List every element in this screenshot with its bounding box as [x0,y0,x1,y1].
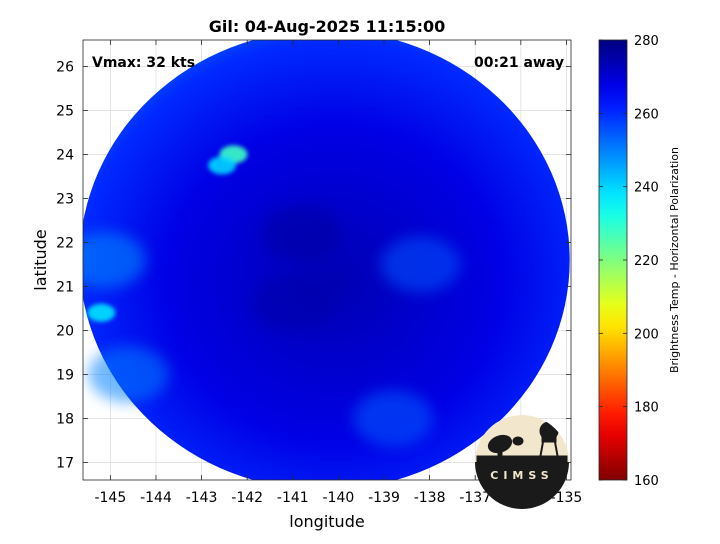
y-tick-label: 24 [56,147,74,163]
y-tick-label: 22 [56,235,74,251]
vmax-annotation: Vmax: 32 kts [92,55,195,71]
colorbar [598,39,628,481]
x-tick-label: -139 [368,490,400,506]
brightness-feature [353,390,434,447]
logo-building-icon [476,421,568,465]
x-tick-label: -143 [186,490,218,506]
x-tick-label: -135 [551,490,583,506]
y-tick-label: 18 [56,411,74,427]
colorbar-tick-label: 280 [634,34,659,49]
y-tick-label: 20 [56,323,74,339]
logo-text: CIMSS [490,469,553,482]
swath-layer [83,40,570,480]
colorbar-tick-label: 160 [634,474,659,489]
brightness-feature [87,303,116,322]
time-away-annotation: 00:21 away [474,55,564,71]
brightness-feature [380,236,461,293]
brightness-feature [208,156,237,175]
brightness-feature [83,232,146,288]
x-tick-label: -142 [231,490,263,506]
colorbar-tick-label: 200 [634,327,659,342]
microwave-swath [83,40,570,480]
y-tick-label: 25 [56,103,74,119]
brightness-feature [88,346,169,403]
plot-frame [82,39,572,481]
x-tick-label: -137 [459,490,491,506]
brightness-feature [252,276,333,332]
y-tick-label: 17 [56,455,74,471]
y-tick-label: 19 [56,367,74,383]
colorbar-tick-label: 260 [634,107,659,122]
colorbar-tick-label: 180 [634,401,659,416]
y-tick-label: 26 [56,59,74,75]
y-tick-label: 23 [56,191,74,207]
fine-feature-layer [87,145,248,322]
y-axis-label: latitude [31,229,50,290]
x-tick-label: -138 [414,490,446,506]
colorbar-tick-label: 220 [634,254,659,269]
y-axis: 17 18 19 20 21 22 23 24 25 26 [56,59,571,471]
x-tick-label: -145 [94,490,126,506]
y-tick-label: 21 [56,279,74,295]
feature-layer [83,205,461,447]
colorbar-label: Brightness Temp - Horizontal Polarizatio… [668,147,681,373]
chart-title: Gil: 04-Aug-2025 11:15:00 [209,17,446,36]
colorbar-tick-label: 240 [634,181,659,196]
brightness-feature [261,205,342,262]
x-axis-label: longitude [289,512,364,531]
x-tick-label: -140 [323,490,355,506]
colorbar-ticks: 160 180 200 220 240 260 280 [599,34,659,489]
x-tick-label: -144 [140,490,172,506]
x-tick-label: -141 [277,490,309,506]
